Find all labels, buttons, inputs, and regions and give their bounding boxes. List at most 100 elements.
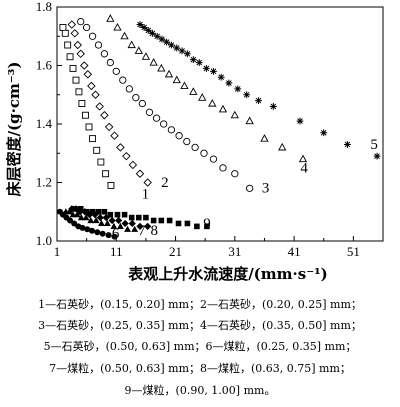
data-point-series-1 <box>97 158 105 166</box>
data-point-series-5 <box>202 65 210 72</box>
data-point-series-5 <box>320 129 328 137</box>
data-point-series-8 <box>76 208 84 216</box>
caption-line: 9—煤粒，(0.90, 1.00] mm。 <box>124 384 276 397</box>
data-point-series-2 <box>67 20 77 29</box>
data-point-series-1 <box>102 170 110 178</box>
data-point-series-1 <box>61 29 69 37</box>
data-point-series-6 <box>67 217 74 224</box>
data-point-series-9 <box>143 214 149 221</box>
data-point-series-2 <box>80 61 89 70</box>
data-point-series-2 <box>91 90 100 99</box>
data-point-series-9 <box>204 223 210 230</box>
data-point-series-5 <box>153 32 161 40</box>
data-point-series-8 <box>108 216 116 225</box>
data-point-series-9 <box>89 208 96 215</box>
data-point-series-1 <box>72 76 80 84</box>
data-point-series-3 <box>132 94 140 102</box>
data-point-series-3 <box>94 41 103 49</box>
data-point-series-7 <box>131 225 139 232</box>
data-point-series-4 <box>127 40 136 49</box>
data-point-series-5 <box>255 97 262 104</box>
data-point-series-5 <box>296 117 304 125</box>
axis-ticks <box>56 6 354 242</box>
axis-tick-labels: 1 11 21 31 41 511.01.21.41.61.8 <box>36 0 360 259</box>
data-point-series-9 <box>114 211 121 218</box>
data-point-series-9 <box>194 223 200 230</box>
data-point-series-2 <box>76 49 85 59</box>
data-point-series-3 <box>183 137 191 146</box>
data-point-series-9 <box>158 217 165 224</box>
data-point-series-8 <box>144 222 152 230</box>
data-point-series-2 <box>73 40 82 50</box>
caption-line: 3—石英砂，(0.25, 0.35] mm；4—石英砂，(0.35, 0.50]… <box>38 319 362 332</box>
curve-label-9: 9 <box>203 216 211 232</box>
data-point-series-9 <box>128 214 135 221</box>
data-point-series-3 <box>219 164 227 172</box>
data-point-series-2 <box>128 160 138 170</box>
data-point-series-7 <box>77 214 85 221</box>
curve-label-3: 3 <box>262 181 270 197</box>
data-point-series-6 <box>84 226 91 233</box>
data-point-series-9 <box>71 206 78 212</box>
data-point-series-5 <box>225 79 233 87</box>
data-point-series-9 <box>95 208 102 215</box>
y-tick-label: 1.0 <box>36 233 52 248</box>
data-point-series-5 <box>210 67 217 75</box>
caption-line: 5—石英砂，(0.50, 0.63] mm；6—煤粒，(0.25, 0.35] … <box>43 340 357 353</box>
data-point-series-8 <box>96 214 104 222</box>
data-point-series-8 <box>128 219 136 228</box>
data-point-series-3 <box>231 170 239 178</box>
caption-line: 7—煤粒，(0.50, 0.63] mm；8—煤粒，(0.63, 0.75] m… <box>49 362 351 375</box>
data-point-series-9 <box>184 220 191 227</box>
data-point-series-1 <box>66 53 74 61</box>
data-point-series-5 <box>373 152 381 160</box>
data-point-series-3 <box>191 143 199 152</box>
data-point-series-4 <box>278 142 287 151</box>
data-point-series-7 <box>87 216 95 224</box>
data-point-series-9 <box>175 220 182 227</box>
data-point-series-8 <box>121 219 129 228</box>
data-point-series-1 <box>93 146 101 154</box>
data-point-series-6 <box>88 227 95 234</box>
data-point-series-4 <box>198 93 207 101</box>
data-point-series-3 <box>160 120 168 128</box>
curve-labels: 12 3 4 5 6 7 8 9 <box>112 137 378 242</box>
x-tick-label: 41 <box>288 244 301 259</box>
data-point-series-7 <box>124 225 131 232</box>
data-point-series-4 <box>230 110 239 119</box>
data-point-series-5 <box>178 47 186 55</box>
data-point-series-3 <box>119 76 127 84</box>
data-point-series-3 <box>200 149 208 157</box>
data-point-series-3 <box>167 126 176 134</box>
data-points <box>56 14 381 240</box>
data-point-series-1 <box>82 111 89 119</box>
curve-label-2: 2 <box>161 175 169 191</box>
data-point-series-1 <box>69 64 77 72</box>
data-point-series-9 <box>77 206 84 212</box>
data-point-series-2 <box>70 29 80 38</box>
caption-line: 1—石英砂，(0.15, 0.20] mm；2—石英砂，(0.20, 0.25]… <box>38 298 362 311</box>
y-axis-title: 床层密度/(g·cm⁻³) <box>5 62 23 197</box>
data-point-series-3 <box>145 108 154 116</box>
y-tick-label: 1.2 <box>36 175 52 190</box>
data-point-series-5 <box>217 73 225 81</box>
data-point-series-2 <box>135 169 145 178</box>
plot-frame <box>56 6 384 242</box>
data-point-series-1 <box>78 100 86 107</box>
data-point-series-4 <box>180 81 189 90</box>
data-point-series-4 <box>189 87 198 95</box>
x-axis-title: 表观上升水流速度/(mm·s⁻¹) <box>128 265 328 283</box>
data-point-series-9 <box>83 208 90 215</box>
data-point-series-7 <box>110 222 118 229</box>
data-point-series-4 <box>245 116 254 125</box>
data-point-series-7 <box>117 222 124 229</box>
data-point-series-6 <box>71 220 78 227</box>
data-point-series-5 <box>136 21 144 28</box>
data-point-series-5 <box>167 41 175 49</box>
data-point-series-8 <box>102 214 110 222</box>
data-point-series-1 <box>75 88 83 96</box>
data-point-series-4 <box>164 69 174 78</box>
data-point-series-9 <box>166 217 173 224</box>
data-point-series-6 <box>99 230 106 237</box>
